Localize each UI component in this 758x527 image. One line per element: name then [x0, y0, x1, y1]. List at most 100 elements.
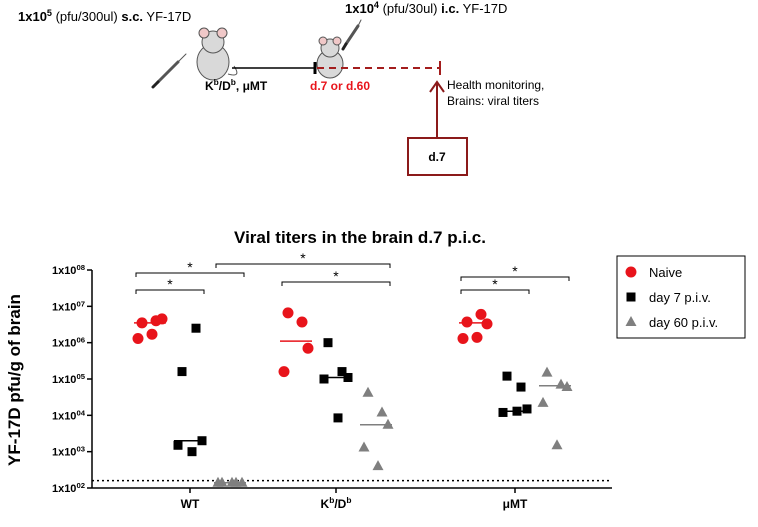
prime-dose: 1x105 (pfu/300ul) s.c. YF-17D	[18, 8, 191, 24]
significance-label: *	[512, 263, 518, 279]
data-point	[522, 404, 532, 414]
data-point	[191, 323, 201, 333]
legend-label: day 7 p.i.v.	[649, 290, 711, 305]
y-tick-label: 1x1003	[52, 444, 85, 459]
data-point	[226, 476, 238, 487]
text-run: i.c.	[441, 1, 459, 16]
significance-bracket	[460, 289, 530, 294]
data-point	[132, 333, 144, 345]
syringe	[341, 19, 362, 51]
y-tick-label: 1x1008	[52, 263, 86, 278]
mouse	[316, 36, 344, 79]
data-point	[333, 413, 343, 423]
data-point	[173, 440, 183, 450]
arrow-head	[429, 80, 445, 93]
y-tick-label: 1x1005	[52, 372, 86, 387]
text-run: 1x10	[52, 338, 76, 350]
text-run: 1x10	[52, 483, 76, 495]
text-run: , μMT	[236, 79, 268, 93]
text-run: 1x10	[52, 374, 76, 386]
significance-label: *	[300, 250, 306, 266]
legend-marker	[626, 292, 636, 302]
data-point	[382, 418, 394, 429]
data-point	[376, 406, 388, 417]
significance-bracket	[281, 281, 391, 286]
data-point	[541, 366, 553, 377]
text-run: 05	[76, 372, 85, 381]
text-run: YF-17D	[143, 9, 191, 24]
x-tick-label: Kb/Db	[321, 495, 352, 511]
challenge-day: d.7 or d.60	[310, 79, 370, 93]
readout: Brains: viral titers	[447, 94, 539, 108]
significance-label: *	[492, 276, 498, 292]
data-point	[156, 313, 168, 325]
data-point	[537, 396, 549, 407]
legend-label: Naive	[649, 265, 682, 280]
significance-label: *	[167, 276, 173, 292]
schematic: 1x105 (pfu/300ul) s.c. YF-17D 1x104 (pfu…	[18, 0, 544, 176]
text-run: 03	[76, 444, 85, 453]
strains: Kb/Db, μMT	[205, 77, 268, 93]
data-point	[177, 367, 187, 377]
text-run: YF-17D	[459, 1, 507, 16]
data-point	[498, 407, 508, 417]
legend-box	[616, 255, 746, 339]
x-tick-label: WT	[181, 497, 200, 511]
text-run: K	[321, 497, 330, 511]
text-run: 1x10	[52, 265, 76, 277]
y-tick-label: 1x1006	[52, 335, 85, 350]
text-run: 1x10	[52, 301, 76, 313]
data-point	[236, 476, 248, 487]
text-run: (pfu/30ul)	[379, 1, 441, 16]
significance-label: *	[187, 259, 193, 275]
text-run: 1x10	[52, 410, 76, 422]
data-point	[475, 308, 487, 320]
text-run: 07	[76, 299, 85, 308]
challenge-dose: 1x104 (pfu/30ul) i.c. YF-17D	[345, 0, 507, 16]
data-point	[146, 328, 158, 340]
significance-bracket	[135, 272, 245, 277]
significance-bracket	[215, 263, 391, 268]
legend-marker	[625, 316, 637, 326]
chart-title: Viral titers in the brain d.7 p.i.c.	[234, 228, 486, 247]
y-tick-label: 1x1007	[52, 299, 85, 314]
data-point	[278, 366, 290, 378]
significance-bracket	[460, 276, 570, 281]
text-run: 1x10	[52, 447, 76, 459]
text-run: 1x10	[18, 9, 47, 24]
mouse	[196, 27, 238, 81]
data-point	[187, 447, 197, 457]
text-run: 08	[76, 263, 85, 272]
text-run: b	[231, 77, 236, 87]
y-tick-label: 1x1004	[52, 408, 86, 423]
legend-label: day 60 p.i.v.	[649, 315, 718, 330]
text-run: 1x10	[345, 1, 374, 16]
data-point	[457, 333, 469, 345]
data-point	[481, 318, 493, 330]
data-point	[302, 342, 314, 354]
x-tick-label: μMT	[503, 497, 528, 511]
endpoint-box	[407, 137, 468, 176]
data-point	[471, 331, 483, 343]
text-run: b	[329, 495, 334, 505]
data-point	[337, 367, 347, 377]
text-run: 06	[76, 335, 85, 344]
data-point	[282, 307, 294, 319]
significance-bracket	[135, 289, 205, 294]
syringe	[151, 53, 187, 89]
endpoint: d.7	[428, 150, 446, 164]
text-run: b	[214, 77, 219, 87]
text-run: K	[205, 79, 214, 93]
data-point	[319, 374, 329, 384]
data-point	[296, 316, 308, 328]
text-run: (pfu/300ul)	[52, 9, 121, 24]
y-tick-label: 1x1002	[52, 481, 85, 496]
y-axis-label: YF-17D pfu/g of brain	[5, 294, 24, 466]
data-point	[372, 460, 384, 471]
legend-marker	[625, 266, 637, 278]
data-point	[323, 338, 333, 348]
data-point	[358, 441, 370, 452]
data-point	[212, 476, 224, 487]
readout: Health monitoring,	[447, 78, 544, 92]
